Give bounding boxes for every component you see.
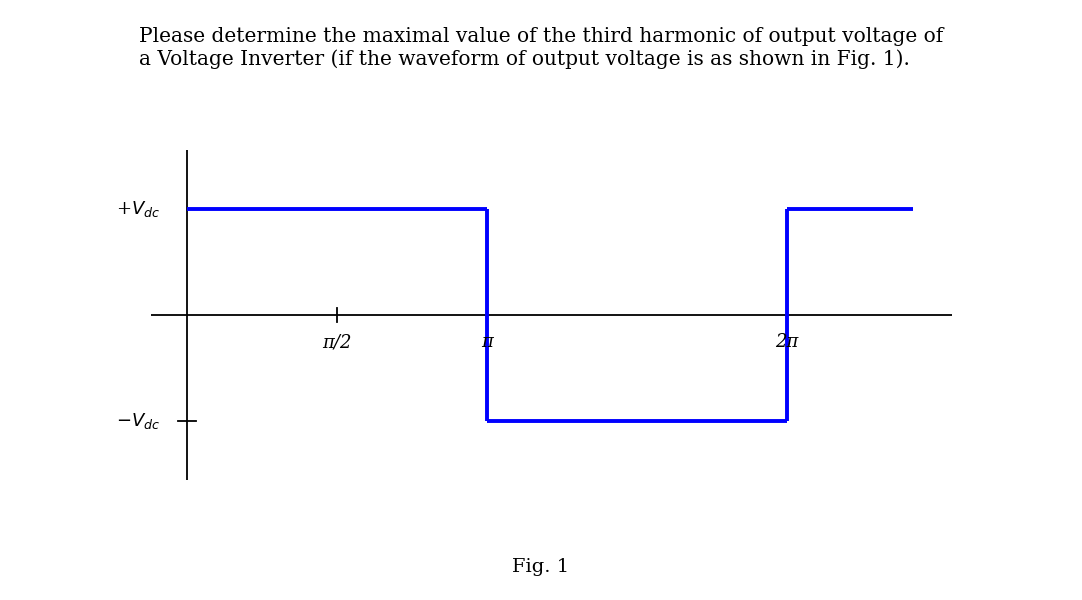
Text: $-V_{dc}$: $-V_{dc}$: [117, 412, 160, 431]
Text: +$V_{dc}$: +$V_{dc}$: [117, 199, 160, 218]
Text: π/2: π/2: [322, 333, 352, 351]
Text: 2π: 2π: [776, 333, 799, 351]
Text: Fig. 1: Fig. 1: [513, 558, 569, 576]
Text: Please determine the maximal value of the third harmonic of output voltage of
a : Please determine the maximal value of th…: [138, 27, 944, 69]
Text: π: π: [481, 333, 493, 351]
